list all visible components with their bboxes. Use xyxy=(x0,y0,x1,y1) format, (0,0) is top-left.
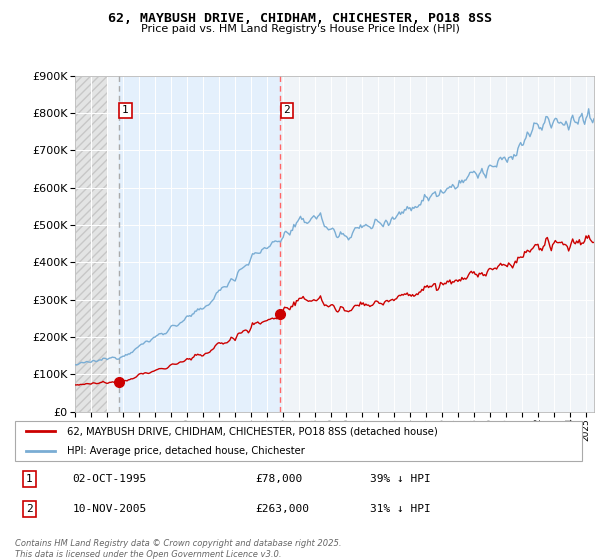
Text: £78,000: £78,000 xyxy=(256,474,303,484)
Text: 10-NOV-2005: 10-NOV-2005 xyxy=(73,504,146,514)
Text: 1: 1 xyxy=(122,105,129,115)
Text: 2: 2 xyxy=(26,504,33,514)
Text: 31% ↓ HPI: 31% ↓ HPI xyxy=(370,504,431,514)
Text: Contains HM Land Registry data © Crown copyright and database right 2025.
This d: Contains HM Land Registry data © Crown c… xyxy=(15,539,341,559)
Text: £263,000: £263,000 xyxy=(256,504,310,514)
Text: 2: 2 xyxy=(284,105,290,115)
Text: 1: 1 xyxy=(26,474,33,484)
Text: 62, MAYBUSH DRIVE, CHIDHAM, CHICHESTER, PO18 8SS: 62, MAYBUSH DRIVE, CHIDHAM, CHICHESTER, … xyxy=(108,12,492,25)
Text: Price paid vs. HM Land Registry's House Price Index (HPI): Price paid vs. HM Land Registry's House … xyxy=(140,24,460,34)
FancyBboxPatch shape xyxy=(15,421,582,461)
Text: 62, MAYBUSH DRIVE, CHIDHAM, CHICHESTER, PO18 8SS (detached house): 62, MAYBUSH DRIVE, CHIDHAM, CHICHESTER, … xyxy=(67,426,437,436)
Bar xyxy=(119,76,280,412)
Text: HPI: Average price, detached house, Chichester: HPI: Average price, detached house, Chic… xyxy=(67,446,304,456)
Text: 02-OCT-1995: 02-OCT-1995 xyxy=(73,474,146,484)
Text: 39% ↓ HPI: 39% ↓ HPI xyxy=(370,474,431,484)
